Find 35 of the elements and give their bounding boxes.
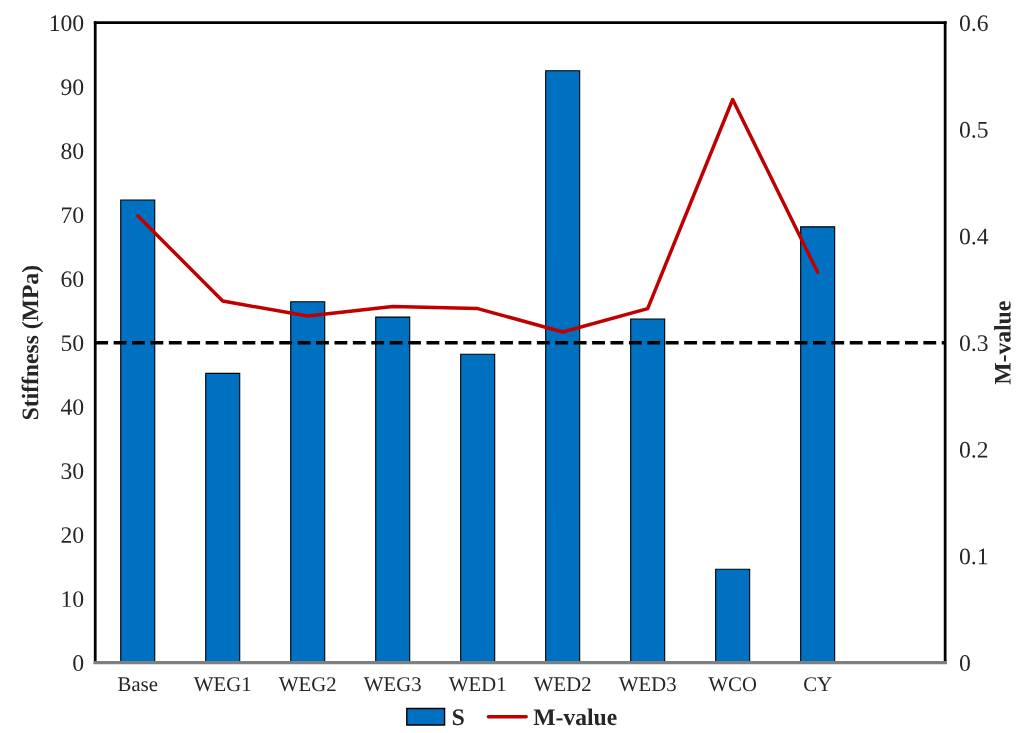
line-series	[135, 97, 820, 334]
y2-tick-label: 0.1	[959, 548, 988, 565]
y2-tick-label: 0	[959, 655, 970, 672]
y2-tick-label: 0.2	[959, 441, 988, 458]
x-tick-label: Base	[118, 677, 158, 692]
y-tick-label: 80	[61, 143, 84, 160]
legend-label: S	[452, 709, 464, 726]
y-tick-label: 40	[60, 399, 84, 416]
x-tick-label: WEG2	[278, 677, 336, 692]
y2-tick-label: 0.6	[959, 15, 988, 32]
bar	[205, 372, 241, 663]
x-tick-label: WED3	[618, 677, 676, 692]
y-tick-label: 70	[62, 207, 84, 224]
x-tick-label: WEG3	[363, 677, 421, 692]
y-tick-label: 30	[61, 463, 84, 480]
y2-tick-label: 0.3	[959, 335, 988, 352]
x-tick-label: CY	[804, 677, 832, 692]
bar	[715, 568, 751, 663]
bar	[460, 353, 496, 663]
y-tick-label: 90	[61, 79, 84, 96]
y-tick-label: 100	[50, 15, 84, 32]
y-tick-label: 0	[73, 655, 84, 672]
y-tick-label: 20	[61, 527, 84, 544]
y-tick-label: 50	[61, 335, 84, 352]
y2-tick-label: 0.4	[959, 228, 989, 245]
x-tick-label: WEG1	[193, 677, 251, 692]
x-tick-label: WCO	[708, 677, 757, 692]
y2-axis-title: M-value	[994, 301, 1011, 385]
y2-tick-label: 0.5	[959, 121, 988, 138]
y-tick-label: 60	[61, 271, 84, 288]
legend-label: M-value	[533, 708, 617, 726]
y-tick-label: 10	[62, 591, 84, 608]
y-axis-title: Stiffness (MPa)	[21, 266, 44, 420]
x-tick-label: WED2	[533, 677, 591, 692]
x-tick-label: WED1	[448, 677, 506, 692]
